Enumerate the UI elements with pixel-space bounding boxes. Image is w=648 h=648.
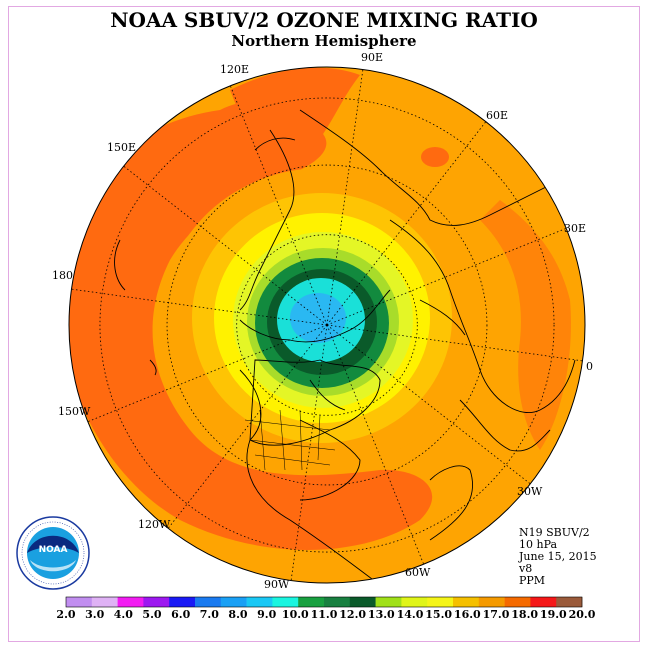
colorbar-swatch [427,597,454,607]
colorbar-swatch [324,597,351,607]
polar-map [69,67,585,583]
colorbar-tick-label: 15.0 [425,608,452,621]
latitude-circle [166,164,488,486]
lon-150e-label: 150E [107,141,136,154]
high-ozone-region-east [480,200,571,450]
colorbar-swatch [401,597,428,607]
colorbar-tick-label: 5.0 [142,608,161,621]
meridian-line [326,324,583,362]
graticule [71,69,583,581]
lon-120w-label: 120W [138,518,171,531]
meridian-line [71,288,328,326]
colorbar-tick-label: 9.0 [257,608,276,621]
colorbar-swatch [66,597,93,607]
map-subtitle: Northern Hemisphere [231,32,416,50]
meridian-line [326,121,487,326]
lon-90w-label: 90W [264,578,290,591]
colorbar-swatch [220,597,247,607]
lon-0-label: 0 [586,360,593,373]
colorbar-swatch [530,597,557,607]
lon-90e-label: 90E [361,51,383,64]
map-title: NOAA SBUV/2 OZONE MIXING RATIO [110,8,538,32]
info-block: N19 SBUV/2 10 hPa June 15, 2015 v8 PPM [518,526,597,587]
colorbar-tick-label: 19.0 [540,608,567,621]
colorbar-swatch [556,597,583,607]
map-frame [8,6,640,642]
colorbar-swatch [349,597,376,607]
colorbar-tick-label: 2.0 [56,608,75,621]
band-9 [290,293,346,343]
colorbar-outline [65,596,583,608]
colorbar-swatch [143,597,170,607]
colorbar-tick-label: 18.0 [511,608,538,621]
colorbar-swatch [246,597,273,607]
colorbar-swatch [298,597,325,607]
colorbar-swatch [272,597,299,607]
info-satellite: N19 SBUV/2 [519,526,590,539]
colorbar-tick-label: 10.0 [282,608,309,621]
noaa-logo: NOAA [16,516,90,590]
colorbar-swatch [195,597,222,607]
meridian-line [123,165,328,326]
colorbar-swatch [91,597,118,607]
meridian-line [326,324,531,485]
colorbar-tick-label: 6.0 [171,608,190,621]
colorbar-tick-label: 11.0 [311,608,338,621]
colorbar-tick-label: 4.0 [114,608,133,621]
lon-60w-label: 60W [405,566,431,579]
high-ozone-region-north [230,67,360,150]
meridian-line [290,324,328,581]
meridian-line [167,324,328,529]
info-level: 10 hPa [519,538,557,551]
lon-30w-label: 30W [517,485,543,498]
colorbar-swatch [169,597,196,607]
colorbar-tick-label: 12.0 [339,608,366,621]
colorbar-swatch [375,597,402,607]
lon-150w-label: 150W [58,405,91,418]
info-units: PPM [519,574,545,587]
colorbar-swatch [453,597,480,607]
colorbar-tick-label: 8.0 [228,608,247,621]
colorbar-tick-label: 17.0 [483,608,510,621]
meridian-line [229,85,328,326]
colorbar: 2.0 3.0 4.0 5.0 6.0 7.0 8.0 9.0 10.0 11.0 12.0 13.0… [56,596,596,621]
colorbar-tick-label: 3.0 [85,608,104,621]
lon-60e-label: 60E [486,109,508,122]
high-ozone-spot [421,147,449,167]
colorbar-swatch [117,597,144,607]
meridian-line [326,324,425,565]
longitude-labels: 0 30E 60E 90E 120E 150E 180 150W 120W 90W 60W 30W [52,51,593,591]
colorbar-tick-label: 16.0 [454,608,481,621]
meridian-line [87,324,328,423]
map-border [68,66,586,584]
latitude-circle [99,97,555,553]
meridian-line [326,69,364,326]
colorbar-tick-label: 13.0 [368,608,395,621]
meridian-line [326,227,567,326]
latitude-circle [236,234,418,416]
high-ozone-region-west [69,101,433,550]
lon-30e-label: 30E [564,222,586,235]
political-borders [244,409,336,471]
lon-120e-label: 120E [220,63,249,76]
info-date: June 15, 2015 [518,550,597,563]
svg-text:NOAA: NOAA [39,545,68,555]
colorbar-swatch [504,597,531,607]
colorbar-tick-label: 14.0 [397,608,424,621]
colorbar-tick-label: 7.0 [200,608,219,621]
colorbar-swatch [478,597,505,607]
lon-180-label: 180 [52,269,73,282]
colorbar-tick-label: 20.0 [569,608,596,621]
info-version: v8 [518,562,532,575]
